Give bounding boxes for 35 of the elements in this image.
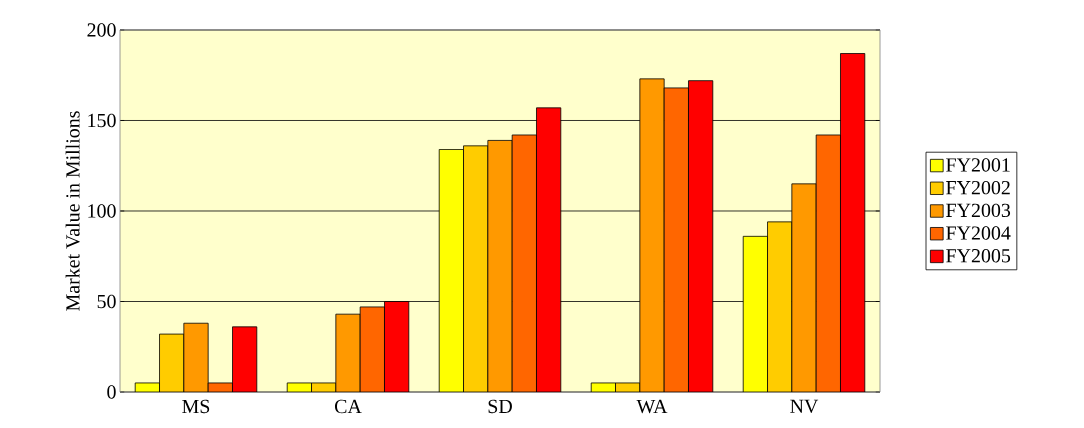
bar [815,134,841,392]
x-tick-label: NV [790,399,819,414]
bar [159,333,185,392]
x-tick-label: CA [334,399,362,414]
legend-label: FY2001 [946,158,1010,172]
bar [438,149,464,392]
bar [791,183,817,392]
legend-label: FY2002 [946,180,1010,195]
y-axis-title: Market Value in Millions [65,111,80,311]
y-tick-label: 50 [97,294,116,309]
bar [536,107,562,392]
x-tick-label: SD [488,399,512,414]
legend-label: FY2004 [946,226,1011,240]
legend-label: FY2005 [946,249,1011,263]
y-tick-label: 0 [107,385,116,399]
y-tick-label: 200 [87,23,116,37]
y-tick-label: 100 [88,204,116,218]
bar [663,87,689,392]
bar [487,140,513,392]
bar [742,235,768,392]
x-tick-label: WA [636,399,668,414]
x-tick-label: MS [182,399,210,414]
bar [232,326,258,392]
bar [335,313,361,392]
bar [511,134,537,392]
bar [183,322,209,392]
bar [359,306,385,392]
legend-label: FY2003 [946,203,1011,218]
bar [639,78,665,392]
bar [767,221,793,392]
bar [688,80,714,392]
bar [840,53,866,392]
bar [463,145,489,392]
y-tick-label: 150 [88,113,116,128]
bar [384,301,410,392]
